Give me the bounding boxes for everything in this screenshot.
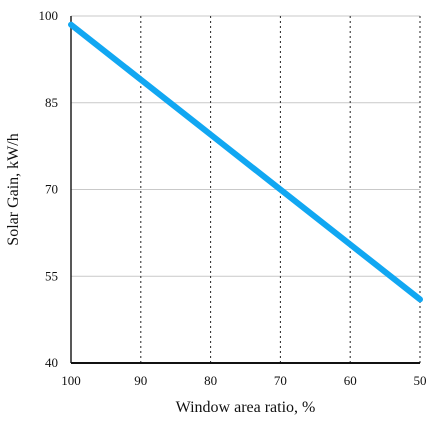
x-tick-label: 50 bbox=[414, 373, 427, 388]
axes-layer bbox=[70, 16, 420, 364]
x-tick-label: 70 bbox=[274, 373, 287, 388]
y-tick-label: 100 bbox=[39, 8, 59, 23]
y-tick-label: 55 bbox=[45, 268, 58, 283]
x-tick-label: 90 bbox=[134, 373, 147, 388]
x-axis-title: Window area ratio, % bbox=[176, 399, 316, 416]
series-layer bbox=[68, 21, 423, 303]
y-tick-label: 40 bbox=[45, 355, 58, 370]
grid-layer bbox=[70, 15, 421, 363]
solar-gain-series-line bbox=[68, 21, 423, 303]
x-tick-label: 60 bbox=[344, 373, 357, 388]
y-tick-label: 70 bbox=[45, 182, 58, 197]
tick-label-layer: 40 55 70 85 100 100 90 80 70 60 50 bbox=[39, 8, 427, 388]
x-tick-label: 80 bbox=[204, 373, 217, 388]
x-tick-label: 100 bbox=[61, 373, 81, 388]
y-axis-title: Solar Gain, kW/h bbox=[5, 133, 22, 245]
y-tick-label: 85 bbox=[45, 95, 58, 110]
